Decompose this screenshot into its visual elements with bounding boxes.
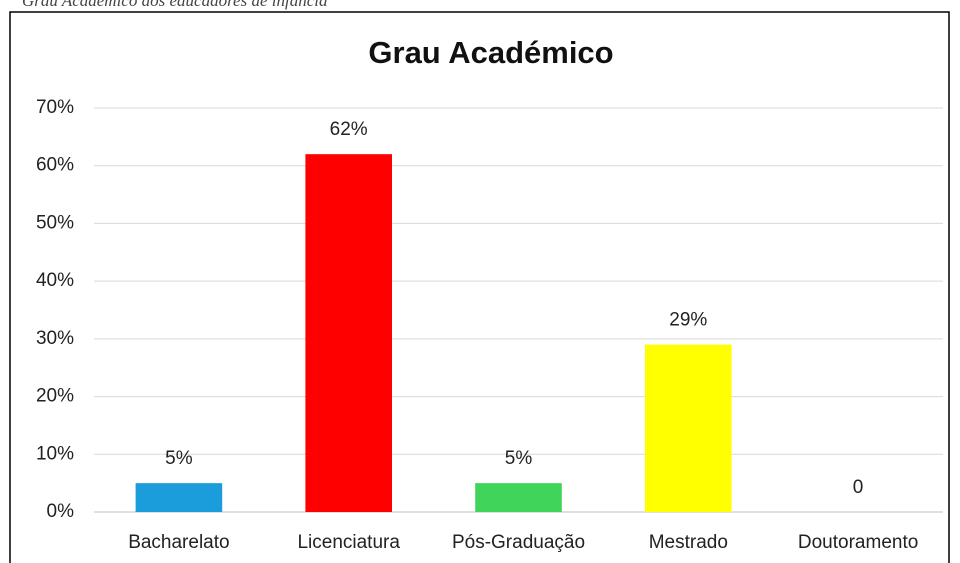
y-tick-label: 60% xyxy=(36,155,74,176)
bar xyxy=(645,344,732,512)
y-tick-label: 30% xyxy=(36,328,74,349)
y-tick-label: 10% xyxy=(36,443,74,464)
bar xyxy=(135,483,223,512)
x-tick-label: Licenciatura xyxy=(297,532,400,553)
bar xyxy=(475,483,562,512)
y-tick-label: 70% xyxy=(36,97,74,118)
x-tick-label: Mestrado xyxy=(649,532,728,553)
y-tick-label: 20% xyxy=(36,386,74,407)
y-tick-label: 0% xyxy=(47,501,75,522)
caption: Grau Académico dos educadores de infânci… xyxy=(22,0,327,10)
data-label: 5% xyxy=(505,448,533,469)
data-label: 29% xyxy=(669,310,707,331)
bar xyxy=(305,154,392,512)
data-label: 0 xyxy=(853,477,864,498)
x-tick-label: Bacharelato xyxy=(128,532,229,553)
y-tick-label: 50% xyxy=(36,212,74,233)
data-label: 5% xyxy=(165,448,193,469)
x-tick-label: Pós-Graduação xyxy=(452,532,585,553)
chart-frame xyxy=(9,11,950,563)
x-tick-label: Doutoramento xyxy=(798,532,918,553)
chart-title: Grau Académico xyxy=(368,35,613,70)
data-label: 62% xyxy=(330,119,368,140)
y-tick-label: 40% xyxy=(36,270,74,291)
